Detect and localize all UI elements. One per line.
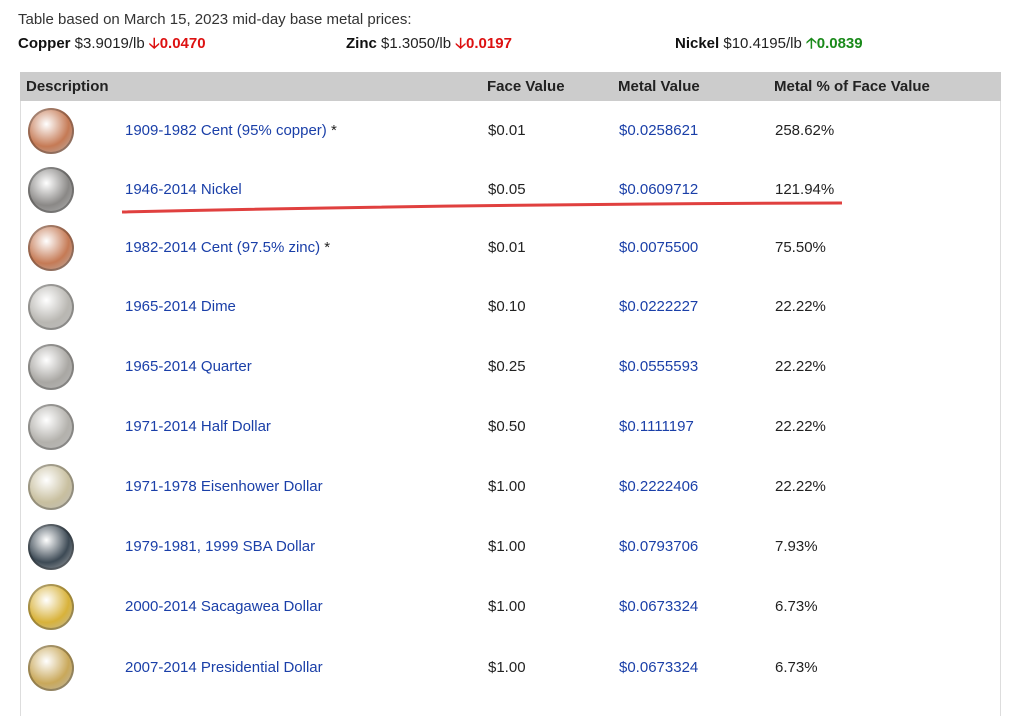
price: Nickel $10.4195/lb 🡡0.0839 [675,33,863,58]
metal-percent: 7.93% [775,538,818,555]
face-value: $1.00 [488,598,526,615]
coin-image [28,404,74,450]
metal-value: $0.0673324 [619,598,698,615]
description: 1965-2014 Dime [125,298,236,315]
coin-image [28,584,74,630]
coin-link[interactable]: 1909-1982 Cent (95% copper) [125,122,327,139]
metal-value-link[interactable]: $0.0222227 [619,298,699,315]
metal-value: $0.1111197 [619,418,694,435]
face-value: $1.00 [488,659,526,676]
metal-value: $0.0258621 [619,122,698,139]
metal-percent: 258.62% [775,122,835,139]
coin-link[interactable]: 2007-2014 Presidential Dollar [125,659,323,676]
metal-value-link[interactable]: $0.0793706 [619,538,699,555]
description: 1946-2014 Nickel [125,181,242,198]
column-header: Description [26,78,109,95]
metal-value: $0.0222227 [619,298,698,315]
coin-image [28,167,74,213]
metal-value: $0.0793706 [619,538,698,555]
metal-value: $0.0609712 [619,181,698,198]
description: 1909-1982 Cent (95% copper) * [125,122,337,139]
face-value: $1.00 [488,478,526,495]
description: 1965-2014 Quarter [125,358,252,375]
change-value: 0.0470 [159,35,206,52]
face-value: $0.50 [488,418,526,435]
metal-percent: 22.22% [775,418,826,435]
coin-image [28,284,74,330]
metal-value-link[interactable]: $0.0673324 [619,659,699,676]
metal-price: $3.9019/lb [74,35,145,52]
face-value: $1.00 [488,538,526,555]
change: 🡣0.0197 [455,35,512,52]
coin-image [28,108,74,154]
face-value: $0.01 [488,239,526,256]
face-value: $0.25 [488,358,526,375]
coin-link[interactable]: 2000-2014 Sacagawea Dollar [125,598,323,615]
description: 1971-1978 Eisenhower Dollar [125,478,323,495]
change: 🡣0.0470 [148,35,206,52]
coin-link[interactable]: 1965-2014 Dime [125,298,236,315]
metal-value-link[interactable]: $0.2222406 [619,478,699,495]
metal-percent: 22.22% [775,298,826,315]
coin-image [28,645,74,691]
metal-value: $0.0673324 [619,659,698,676]
description: 1979-1981, 1999 SBA Dollar [125,538,315,555]
footnote-mark: * [324,239,331,256]
coin-link[interactable]: 1971-1978 Eisenhower Dollar [125,478,323,495]
metal-value: $0.0555593 [619,358,698,375]
coin-link[interactable]: 1971-2014 Half Dollar [125,418,271,435]
metal-value-link[interactable]: $0.0075500 [619,239,699,256]
description: 1982-2014 Cent (97.5% zinc) * [125,239,330,256]
metal-value: $0.2222406 [619,478,698,495]
coin-image [28,225,74,271]
coin-link[interactable]: 1965-2014 Quarter [125,358,252,375]
column-header: Face Value [487,78,565,95]
metal-percent: 121.94% [775,181,835,198]
column-header: Metal Value [618,78,700,95]
metal-value-link[interactable]: $0.1111197 [619,418,694,435]
metal-percent: 22.22% [775,358,826,375]
metal-name: Zinc [346,35,377,52]
footnote-mark: * [330,122,337,139]
coin-table: Description Face Value Metal Value Metal % … [20,72,1001,716]
column-header: Metal % of Face Value [774,78,930,95]
table-header: Description Face Value Metal Value Metal % … [20,72,1001,101]
coin-link[interactable]: 1982-2014 Cent (97.5% zinc) [125,239,321,256]
description: 2007-2014 Presidential Dollar [125,659,323,676]
price: Zinc $1.3050/lb 🡣0.0197 [346,33,512,58]
face-value: $0.01 [488,122,526,139]
change-value: 0.0197 [466,35,512,52]
metal-percent: 75.50% [775,239,826,256]
change: 🡡0.0839 [805,35,863,52]
metal-percent: 22.22% [775,478,826,495]
coin-link[interactable]: 1946-2014 Nickel [125,181,242,198]
metal-value-link[interactable]: $0.0258621 [619,122,699,139]
description: 1971-2014 Half Dollar [125,418,271,435]
metal-name: Nickel [675,35,720,52]
description: 2000-2014 Sacagawea Dollar [125,598,323,615]
price: Copper $3.9019/lb 🡣0.0470 [18,33,206,58]
metal-percent: 6.73% [775,659,818,676]
metal-value-link[interactable]: $0.0673324 [619,598,699,615]
metal-name: Copper [18,35,71,52]
change-value: 0.0839 [816,35,863,52]
metal-value-link[interactable]: $0.0555593 [619,358,699,375]
coin-link[interactable]: 1979-1981, 1999 SBA Dollar [125,538,316,555]
coin-image [28,464,74,510]
metal-percent: 6.73% [775,598,818,615]
metal-value-link[interactable]: $0.0609712 [619,181,699,198]
metal-price: $10.4195/lb [723,35,802,52]
metal-value: $0.0075500 [619,239,698,256]
coin-image [28,524,74,570]
coin-image [28,344,74,390]
intro: Table based on March 15, 2023 mid-day ba… [18,11,412,28]
face-value: $0.10 [488,298,526,315]
metal-price: $1.3050/lb [381,35,452,52]
face-value: $0.05 [488,181,526,198]
